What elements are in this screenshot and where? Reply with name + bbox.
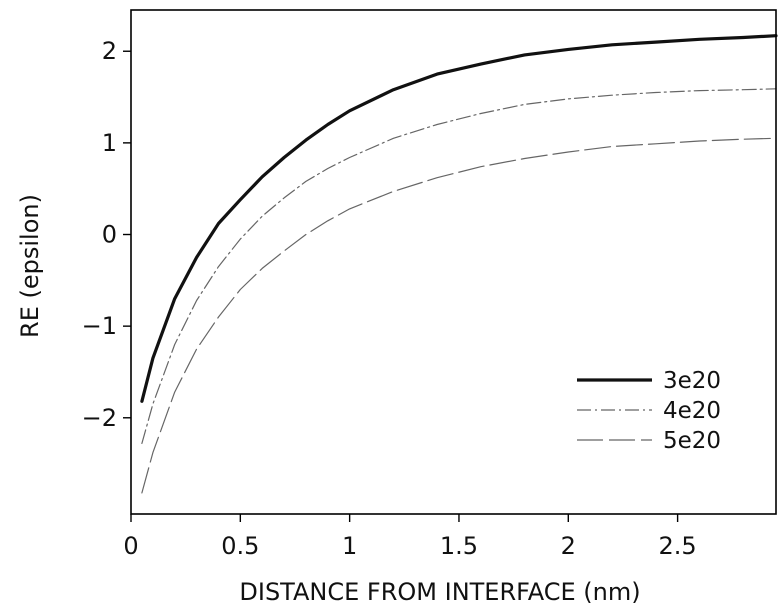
series-line-5e20	[141, 137, 777, 494]
y-tick-label: −1	[82, 312, 117, 340]
x-tick-label: 2.5	[659, 532, 697, 560]
series-layer	[140, 34, 778, 494]
x-tick-label: 0.5	[221, 532, 259, 560]
legend: 3e20 4e20 5e20	[577, 368, 721, 454]
x-tick-label: 1	[342, 532, 357, 560]
y-tick-label: 0	[102, 221, 117, 249]
x-tick-label: 0	[123, 532, 138, 560]
x-tick-label: 2	[561, 532, 576, 560]
axes-layer: 0 0.5 1 1.5 2 2.5 −2 −1 0 1 2	[82, 9, 777, 560]
x-tick-label: 1.5	[440, 532, 478, 560]
y-tick-label: 2	[102, 37, 117, 65]
legend-label-3e20: 3e20	[663, 368, 721, 394]
legend-label-4e20: 4e20	[663, 398, 721, 424]
series-line-4e20	[141, 88, 777, 444]
series-line-3e20	[140, 34, 778, 403]
plot-frame	[130, 9, 777, 515]
legend-label-5e20: 5e20	[663, 428, 721, 454]
y-tick-label: 1	[102, 129, 117, 157]
y-axis-label: RE (epsilon)	[16, 194, 44, 338]
y-tick-label: −2	[82, 404, 117, 432]
x-axis-label: DISTANCE FROM INTERFACE (nm)	[239, 578, 640, 606]
